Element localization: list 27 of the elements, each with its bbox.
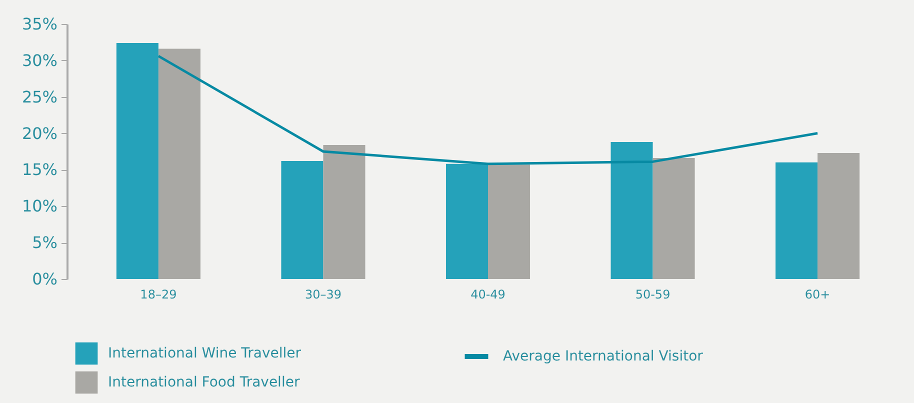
bar <box>323 144 366 279</box>
bar <box>281 160 324 279</box>
bar <box>610 142 653 279</box>
y-tick-label: 35% <box>22 14 58 34</box>
bar <box>158 48 200 279</box>
y-tick-label: 15% <box>22 160 58 180</box>
line-series <box>157 54 819 166</box>
y-tick-label: 30% <box>22 50 58 70</box>
bar <box>776 162 818 279</box>
x-tick-label: 60+ <box>804 288 830 302</box>
bar <box>446 164 488 279</box>
y-tick-label: 20% <box>22 124 58 143</box>
bar <box>652 158 695 279</box>
x-tick-label: 50-59 <box>635 288 670 302</box>
bar <box>818 152 860 279</box>
legend-label: Average International Visitor <box>503 348 704 364</box>
y-tick-label: 0% <box>32 270 58 288</box>
x-tick-label: 40-49 <box>470 288 506 302</box>
bar <box>488 164 530 279</box>
legend-label: International Wine Traveller <box>108 346 302 362</box>
x-tick-label: 18–29 <box>140 288 177 302</box>
legend-label: International Food Traveller <box>108 374 300 390</box>
bar <box>116 42 158 279</box>
y-tick-label: 10% <box>22 196 58 216</box>
y-tick-label: 25% <box>22 87 58 106</box>
x-tick-label: 30–39 <box>304 288 342 302</box>
y-tick-label: 5% <box>32 233 58 252</box>
